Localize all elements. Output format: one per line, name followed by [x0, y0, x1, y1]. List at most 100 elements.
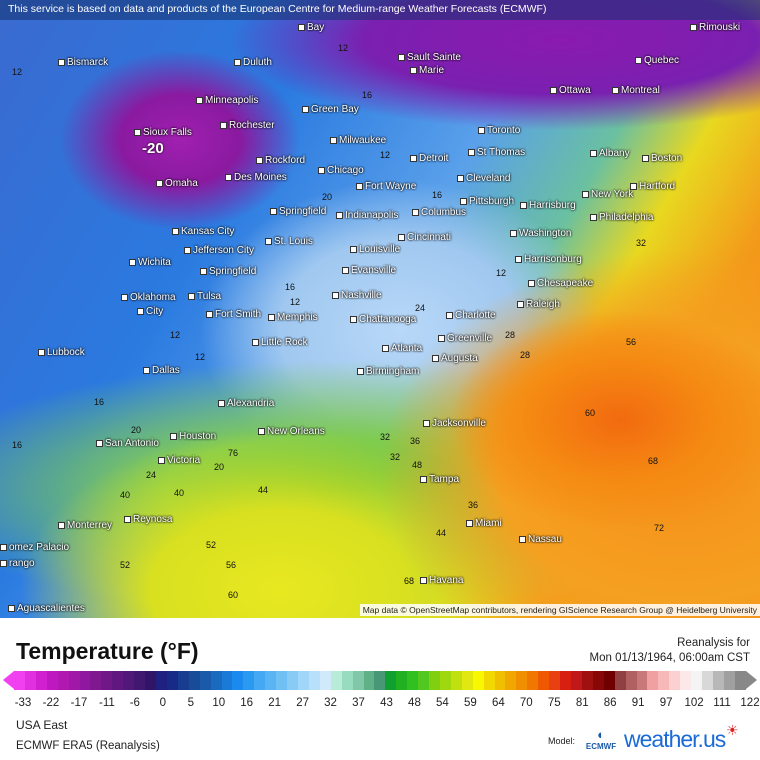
weather-us-logo[interactable]: weather.us — [624, 726, 726, 752]
colorbar-swatch — [254, 671, 266, 690]
contour-label: 12 — [12, 67, 23, 77]
city-label: Washington — [510, 228, 571, 239]
colorbar-swatch — [134, 671, 146, 690]
city-label: Evansville — [342, 265, 396, 276]
city-label: Louisville — [350, 244, 400, 255]
colorbar-right-arrow — [746, 671, 757, 689]
city-label: St. Louis — [265, 236, 313, 247]
city-label: Springfield — [200, 266, 256, 277]
colorbar-swatch — [155, 671, 167, 690]
city-label: Harrisonburg — [515, 254, 582, 265]
city-label: Charlotte — [446, 310, 496, 321]
colorbar-swatch — [287, 671, 298, 690]
city-label: Monterrey — [58, 520, 112, 531]
colorbar-tick-label: 27 — [296, 697, 310, 709]
city-label: Fort Wayne — [356, 181, 416, 192]
colorbar-swatch — [505, 671, 517, 690]
colorbar-swatch — [625, 671, 637, 690]
colorbar-swatch — [352, 671, 364, 690]
contour-label: 76 — [228, 448, 239, 458]
contour-label: 36 — [468, 500, 479, 510]
contour-label: 16 — [362, 90, 373, 100]
city-label: Marie — [410, 65, 444, 76]
contour-label: 56 — [626, 337, 637, 347]
colorbar-swatch — [658, 671, 670, 690]
contour-label: 44 — [436, 528, 447, 538]
contour-label: 16 — [12, 440, 23, 450]
colorbar-swatch — [483, 671, 495, 690]
city-label: Memphis — [268, 312, 318, 323]
city-label: Nashville — [332, 290, 382, 301]
colorbar-swatch — [308, 671, 320, 690]
colorbar-swatch — [188, 671, 200, 690]
colorbar-swatch — [35, 671, 47, 690]
colorbar-swatch — [680, 671, 692, 690]
colorbar-swatch — [363, 671, 375, 690]
temperature-map[interactable]: Bay Rimouski Bismarck Duluth Sault Sainte Mar… — [0, 0, 760, 618]
colorbar-tick-label: 16 — [240, 697, 254, 709]
city-label: Wichita — [129, 257, 171, 268]
colorbar-tick-label: 48 — [408, 697, 421, 709]
colorbar-swatch — [79, 671, 91, 690]
colorbar-swatch — [221, 671, 233, 690]
contour-label: 12 — [195, 352, 206, 362]
contour-label: 72 — [654, 523, 665, 533]
city-label: Oklahoma — [121, 292, 176, 303]
colorbar-swatch — [669, 671, 681, 690]
city-label: San Antonio — [96, 438, 159, 449]
city-label: Birmingham — [357, 366, 419, 377]
city-label: Lubbock — [38, 347, 85, 358]
city-label: Toronto — [478, 125, 520, 136]
colorbar-swatch — [560, 671, 572, 690]
contour-label: 16 — [285, 282, 296, 292]
city-label: Atlanta — [382, 343, 422, 354]
model-label: Model: — [548, 736, 576, 746]
contour-label: 56 — [226, 560, 237, 570]
ecmwf-logo: ◐ ECMWF — [585, 727, 617, 751]
colorbar-swatch — [614, 671, 626, 690]
colorbar-left-arrow — [3, 671, 14, 689]
city-label: Chicago — [318, 165, 364, 176]
city-label: New Orleans — [258, 426, 325, 437]
colorbar-swatch — [418, 671, 430, 690]
colorbar-swatch — [112, 671, 124, 690]
colorbar-tick-label: 10 — [212, 697, 226, 709]
colorbar-tick-label: 5 — [187, 697, 194, 709]
city-label: Houston — [170, 431, 216, 442]
colorbar-swatch — [702, 671, 713, 690]
colorbar-swatch — [516, 671, 528, 690]
colorbar-tick-label: 32 — [324, 697, 337, 709]
city-label: Omaha — [156, 178, 198, 189]
colorbar-tick-label: 37 — [352, 697, 365, 709]
city-label: Harrisburg — [520, 200, 576, 211]
colorbar-swatch — [713, 671, 724, 690]
colorbar-swatch — [538, 671, 550, 690]
city-label: Columbus — [412, 207, 466, 218]
colorbar-swatch — [494, 671, 506, 690]
colorbar-swatch — [549, 671, 561, 690]
colorbar-swatch — [166, 671, 178, 690]
contour-label: 68 — [648, 456, 659, 466]
colorbar-tick-label: 21 — [268, 697, 282, 709]
colorbar-tick-label: 75 — [547, 697, 561, 709]
contour-label: 12 — [380, 150, 391, 160]
colorbar-swatch — [123, 671, 135, 690]
city-label: Alexandria — [218, 398, 274, 409]
colorbar-tick-label: 86 — [603, 697, 617, 709]
contour-label: 40 — [174, 488, 185, 498]
colorbar-tick-label: 111 — [713, 697, 731, 709]
colorbar-swatch — [647, 671, 659, 690]
city-label: Tampa — [420, 474, 459, 485]
colorbar-tick-label: -17 — [70, 697, 88, 709]
city-label: Reynosa — [124, 514, 172, 525]
contour-label: 60 — [585, 408, 596, 418]
colorbar — [14, 671, 746, 690]
contour-label: 36 — [410, 436, 421, 446]
min-temp-label: -20 — [142, 140, 164, 157]
colorbar-tick-label: 102 — [684, 697, 704, 709]
contour-label: 60 — [228, 590, 239, 600]
city-label: Augusta — [432, 353, 478, 364]
contour-label: 16 — [94, 397, 105, 407]
contour-label: 44 — [258, 485, 269, 495]
contour-label: 40 — [120, 490, 131, 500]
